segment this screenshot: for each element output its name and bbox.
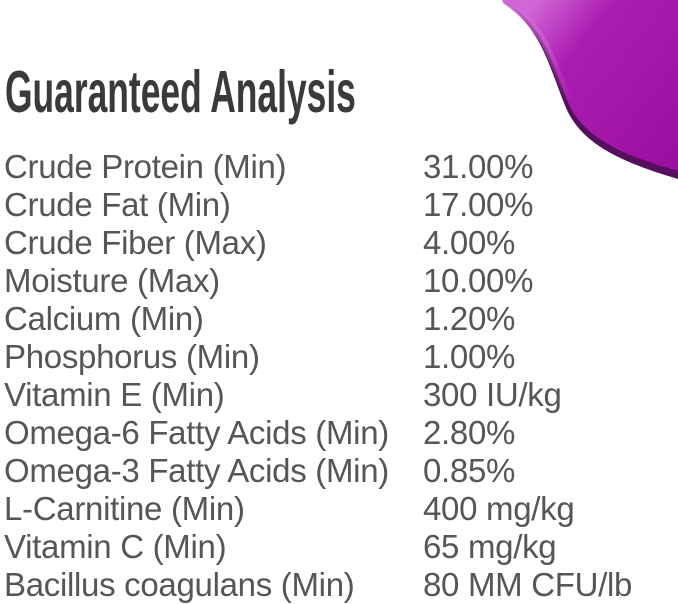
table-row: Omega-6 Fatty Acids (Min) 2.80% — [4, 414, 674, 452]
nutrient-value: 300 IU/kg — [423, 376, 562, 413]
table-row: Crude Protein (Min) 31.00% — [4, 148, 674, 186]
table-row: L-Carnitine (Min) 400 mg/kg — [4, 490, 674, 528]
table-row: Crude Fiber (Max) 4.00% — [4, 224, 674, 262]
nutrient-label: Vitamin C (Min) — [4, 528, 227, 565]
table-row: Omega-3 Fatty Acids (Min) 0.85% — [4, 452, 674, 490]
swoosh-body — [505, 0, 678, 171]
page-title: Guaranteed Analysis — [5, 59, 356, 125]
table-row: Phosphorus (Min) 1.00% — [4, 338, 674, 376]
table-row: Crude Fat (Min) 17.00% — [4, 186, 674, 224]
nutrient-value: 31.00% — [423, 148, 534, 185]
nutrient-value: 1.00% — [423, 338, 516, 375]
table-row: Vitamin C (Min) 65 mg/kg — [4, 528, 674, 566]
table-row: Calcium (Min) 1.20% — [4, 300, 674, 338]
nutrient-label: Calcium (Min) — [4, 300, 204, 337]
guaranteed-analysis-table: Crude Protein (Min) 31.00% Crude Fat (Mi… — [4, 148, 674, 604]
nutrient-value: 400 mg/kg — [423, 490, 575, 527]
nutrient-label: Moisture (Max) — [4, 262, 220, 299]
nutrient-value: 80 MM CFU/lb — [423, 566, 633, 603]
table-row: Moisture (Max) 10.00% — [4, 262, 674, 300]
nutrient-label: Vitamin E (Min) — [4, 376, 225, 413]
nutrient-value: 65 mg/kg — [423, 528, 557, 565]
nutrient-label: Phosphorus (Min) — [4, 338, 260, 375]
nutrient-label: Crude Fat (Min) — [4, 186, 231, 223]
table-row: Bacillus coagulans (Min) 80 MM CFU/lb — [4, 566, 674, 604]
swoosh-edge-highlight — [502, 0, 572, 103]
nutrient-value: 2.80% — [423, 414, 516, 451]
nutrient-value: 4.00% — [423, 224, 516, 261]
nutrient-value: 10.00% — [423, 262, 534, 299]
nutrient-label: L-Carnitine (Min) — [4, 490, 245, 527]
table-row: Vitamin E (Min) 300 IU/kg — [4, 376, 674, 414]
nutrient-label: Crude Fiber (Max) — [4, 224, 267, 261]
nutrient-value: 1.20% — [423, 300, 516, 337]
nutrient-label: Omega-6 Fatty Acids (Min) — [4, 414, 389, 451]
nutrient-value: 17.00% — [423, 186, 534, 223]
nutrient-value: 0.85% — [423, 452, 516, 489]
nutrient-label: Omega-3 Fatty Acids (Min) — [4, 452, 389, 489]
nutrient-label: Crude Protein (Min) — [4, 148, 287, 185]
nutrient-label: Bacillus coagulans (Min) — [4, 566, 355, 603]
